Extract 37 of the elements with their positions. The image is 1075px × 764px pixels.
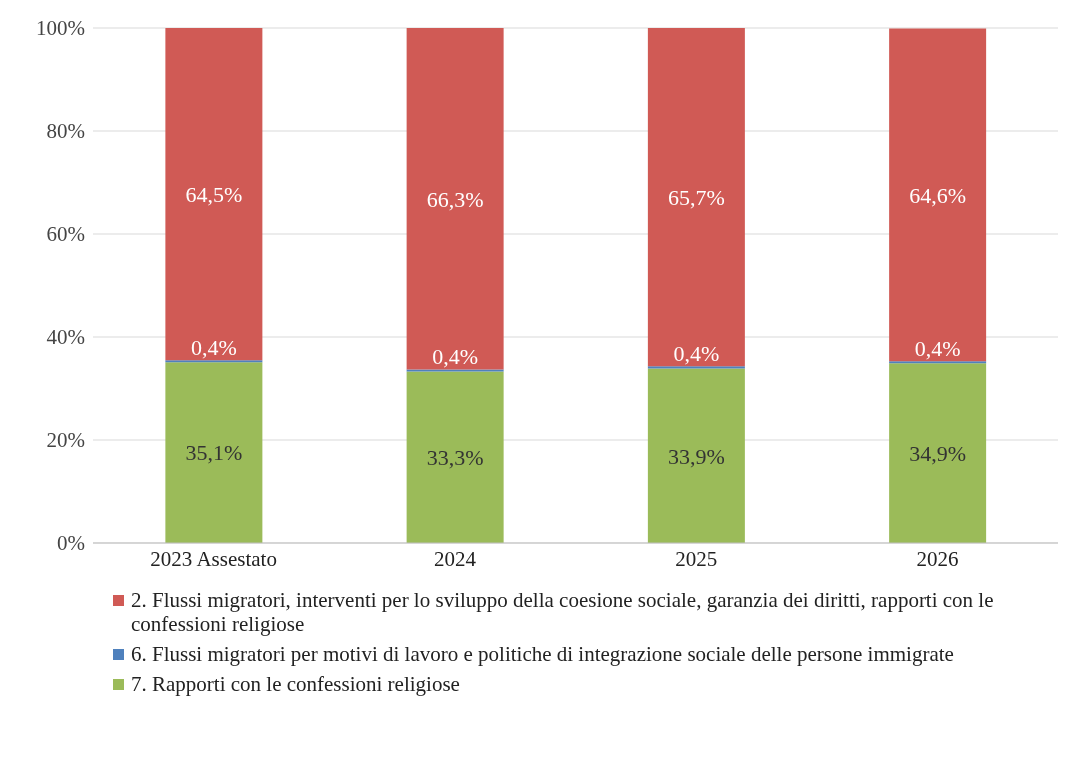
data-label: 33,9% — [667, 443, 725, 469]
bar — [165, 360, 263, 363]
y-tick-label: 0% — [57, 531, 85, 556]
data-label: 0,4% — [673, 341, 720, 367]
bar — [406, 369, 504, 372]
y-tick-label: 20% — [46, 428, 85, 453]
bar — [889, 363, 987, 543]
data-label: 0,4% — [190, 335, 237, 361]
bar — [647, 368, 745, 543]
bar — [647, 366, 745, 369]
bar — [165, 28, 263, 361]
bar — [406, 28, 504, 370]
x-tick-label: 2023 Assestato — [150, 546, 277, 571]
data-label: 33,3% — [426, 445, 484, 471]
bar — [889, 361, 987, 364]
legend-label: 2. Flussi migratori, interventi per lo sviluppo della coesione sociale, garanzia dei diritti, rapporti con le confessioni religiose — [131, 588, 995, 636]
x-tick-label: 2026 — [916, 546, 959, 571]
data-label: 0,4% — [432, 344, 479, 370]
y-tick-label: 40% — [46, 325, 85, 350]
legend-label: 7. Rapporti con le confessioni religiose — [131, 672, 460, 696]
x-tick-label: 2024 — [433, 546, 477, 571]
bar — [889, 28, 987, 362]
bar — [165, 362, 263, 543]
data-label: 34,9% — [909, 440, 967, 466]
data-label: 65,7% — [667, 184, 725, 210]
bar — [406, 371, 504, 543]
legend-label: 6. Flussi migratori per motivi di lavoro e politiche di integrazione sociale delle persone immigrate — [131, 642, 954, 666]
y-tick-label: 80% — [46, 119, 85, 144]
bar — [647, 28, 745, 367]
data-label: 0,4% — [914, 336, 961, 362]
data-label: 35,1% — [185, 440, 243, 466]
x-tick-label: 2025 — [675, 546, 718, 571]
data-label: 66,3% — [426, 186, 484, 212]
y-tick-label: 60% — [46, 222, 85, 247]
data-label: 64,6% — [909, 182, 967, 208]
data-label: 64,5% — [185, 181, 243, 207]
y-tick-label: 100% — [36, 16, 85, 41]
